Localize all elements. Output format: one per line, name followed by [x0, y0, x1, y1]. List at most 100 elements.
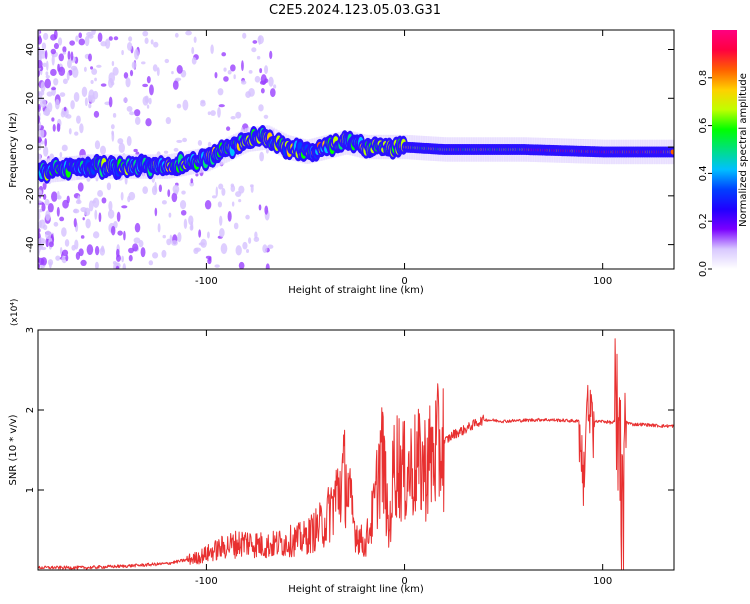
heatmap-speckle: [38, 263, 41, 269]
heatmap-speckle: [214, 71, 218, 79]
heatmap-speckle: [45, 71, 49, 76]
heatmap-speckle: [220, 243, 228, 255]
heatmap-speckle: [171, 71, 174, 75]
heatmap-speckle: [38, 257, 45, 266]
heatmap-speckle: [175, 77, 182, 82]
heatmap-speckle: [223, 76, 229, 82]
heatmap-speckle: [51, 191, 58, 202]
heatmap-speckle: [141, 61, 146, 65]
heatmap-speckle: [190, 178, 194, 184]
heatmap-speckle: [265, 263, 270, 269]
heatmap-speckle: [83, 66, 87, 72]
heatmap-speckle: [67, 59, 72, 69]
heatmap-speckle: [81, 86, 88, 98]
colorbar-label: Normalized spectral amplitude: [738, 73, 749, 227]
heatmap-speckle: [64, 239, 70, 247]
heatmap-speckle: [117, 138, 124, 145]
heatmap-speckle: [80, 259, 87, 267]
heatmap-speckle: [152, 64, 158, 72]
heatmap-speckle: [221, 187, 226, 196]
heatmap-speckle: [38, 36, 43, 45]
heatmap-speckle: [193, 247, 199, 254]
heatmap-speckle: [111, 131, 115, 142]
heatmap-speckle: [121, 205, 128, 209]
heatmap-speckle: [273, 84, 277, 89]
heatmap-speckle: [38, 103, 41, 112]
heatmap-speckle: [62, 51, 67, 55]
heatmap-speckle: [146, 104, 150, 109]
heatmap-speckle: [124, 176, 128, 185]
heatmap-speckle: [121, 50, 124, 56]
heatmap-speckle: [56, 206, 60, 217]
heatmap-speckle: [267, 244, 274, 249]
heatmap-speckle: [248, 237, 252, 244]
heatmap-speckle: [226, 126, 231, 131]
heatmap-speckle: [59, 216, 65, 222]
heatmap-speckle: [121, 255, 124, 263]
heatmap-speckle: [126, 41, 133, 51]
colorbar-gradient: [712, 30, 737, 269]
heatmap-speckle: [44, 78, 51, 89]
heatmap-speckle: [238, 198, 242, 203]
heatmap-speckle: [180, 209, 187, 216]
heatmap-speckle: [161, 249, 167, 258]
heatmap-speckle: [142, 186, 149, 195]
colorbar-tick-label: 0.2: [698, 213, 709, 229]
heatmap-speckle: [240, 80, 247, 85]
heatmap-speckle: [259, 151, 264, 162]
y-tick-label: -20: [25, 188, 36, 204]
heatmap-speckle: [256, 55, 261, 60]
heatmap-speckle: [57, 37, 63, 46]
heatmap-speckle: [227, 70, 232, 75]
heatmap-speckle: [61, 227, 67, 237]
spectrogram-y-ticks: -40 -20 0 20 40: [25, 43, 674, 253]
snr-panel: -100 0 100 1 2 3 Height of straight line (km…: [8, 299, 675, 595]
heatmap-speckle: [91, 68, 98, 75]
heatmap-speckle: [99, 247, 106, 256]
y-tick-label: 40: [25, 43, 36, 56]
heatmap-speckle: [70, 65, 78, 71]
heatmap-speckle: [163, 150, 169, 154]
heatmap-speckle: [43, 32, 49, 41]
heatmap-speckle: [171, 240, 178, 246]
heatmap-speckle: [144, 95, 149, 103]
heatmap-speckle: [154, 181, 157, 193]
heatmap-speckle: [242, 32, 247, 39]
heatmap-speckle: [53, 78, 59, 86]
heatmap-speckle: [198, 229, 202, 238]
y-tick-label: 1: [25, 487, 36, 493]
heatmap-speckle: [38, 189, 43, 196]
heatmap-speckle: [176, 65, 183, 74]
heatmap-speckle: [108, 200, 113, 212]
heatmap-speckle: [149, 84, 154, 96]
heatmap-speckle: [134, 48, 139, 60]
heatmap-speckle: [158, 184, 162, 193]
heatmap-speckle: [264, 205, 269, 215]
heatmap-speckle: [142, 83, 149, 88]
colorbar-tick-label: 0.4: [698, 165, 709, 181]
heatmap-speckle: [173, 147, 179, 152]
x-tick-label: -100: [195, 576, 218, 587]
heatmap-speckle: [88, 200, 94, 212]
y-tick-label: 0: [25, 144, 36, 150]
snr-frame: [37, 329, 675, 571]
heatmap-speckle: [241, 60, 244, 72]
spectrogram-heatmap: [38, 30, 674, 269]
heatmap-speckle: [94, 209, 98, 220]
snr-x-ticks: -100 0 100: [195, 330, 612, 587]
heatmap-speckle: [246, 248, 250, 253]
snr-y-multiplier: (x10⁴): [10, 299, 20, 326]
heatmap-speckle: [80, 235, 85, 239]
heatmap-speckle: [38, 210, 41, 222]
heatmap-speckle: [76, 115, 81, 124]
heatmap-speckle: [53, 30, 58, 40]
heatmap-speckle: [218, 183, 224, 190]
heatmap-speckle: [164, 58, 170, 64]
heatmap-speckle: [94, 77, 97, 82]
heatmap-speckle: [84, 97, 88, 107]
heatmap-speckle: [78, 38, 86, 46]
heatmap-speckle: [48, 241, 54, 248]
heatmap-speckle: [69, 40, 76, 46]
heatmap-speckle: [90, 66, 94, 70]
